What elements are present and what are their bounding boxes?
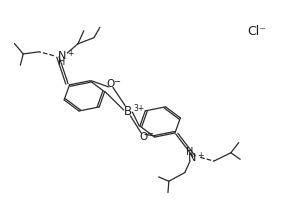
Text: B: B (124, 104, 132, 117)
Text: H: H (58, 57, 66, 67)
Text: 3+: 3+ (133, 104, 145, 113)
Text: O: O (106, 79, 115, 89)
Text: −: − (146, 129, 153, 138)
Text: Cl⁻: Cl⁻ (247, 25, 266, 38)
Text: O: O (139, 132, 148, 141)
Text: +: + (197, 151, 204, 160)
Text: +: + (67, 49, 73, 58)
Text: N: N (58, 51, 66, 61)
Text: N: N (188, 153, 197, 163)
Text: H: H (186, 147, 194, 157)
Text: −: − (113, 77, 121, 86)
